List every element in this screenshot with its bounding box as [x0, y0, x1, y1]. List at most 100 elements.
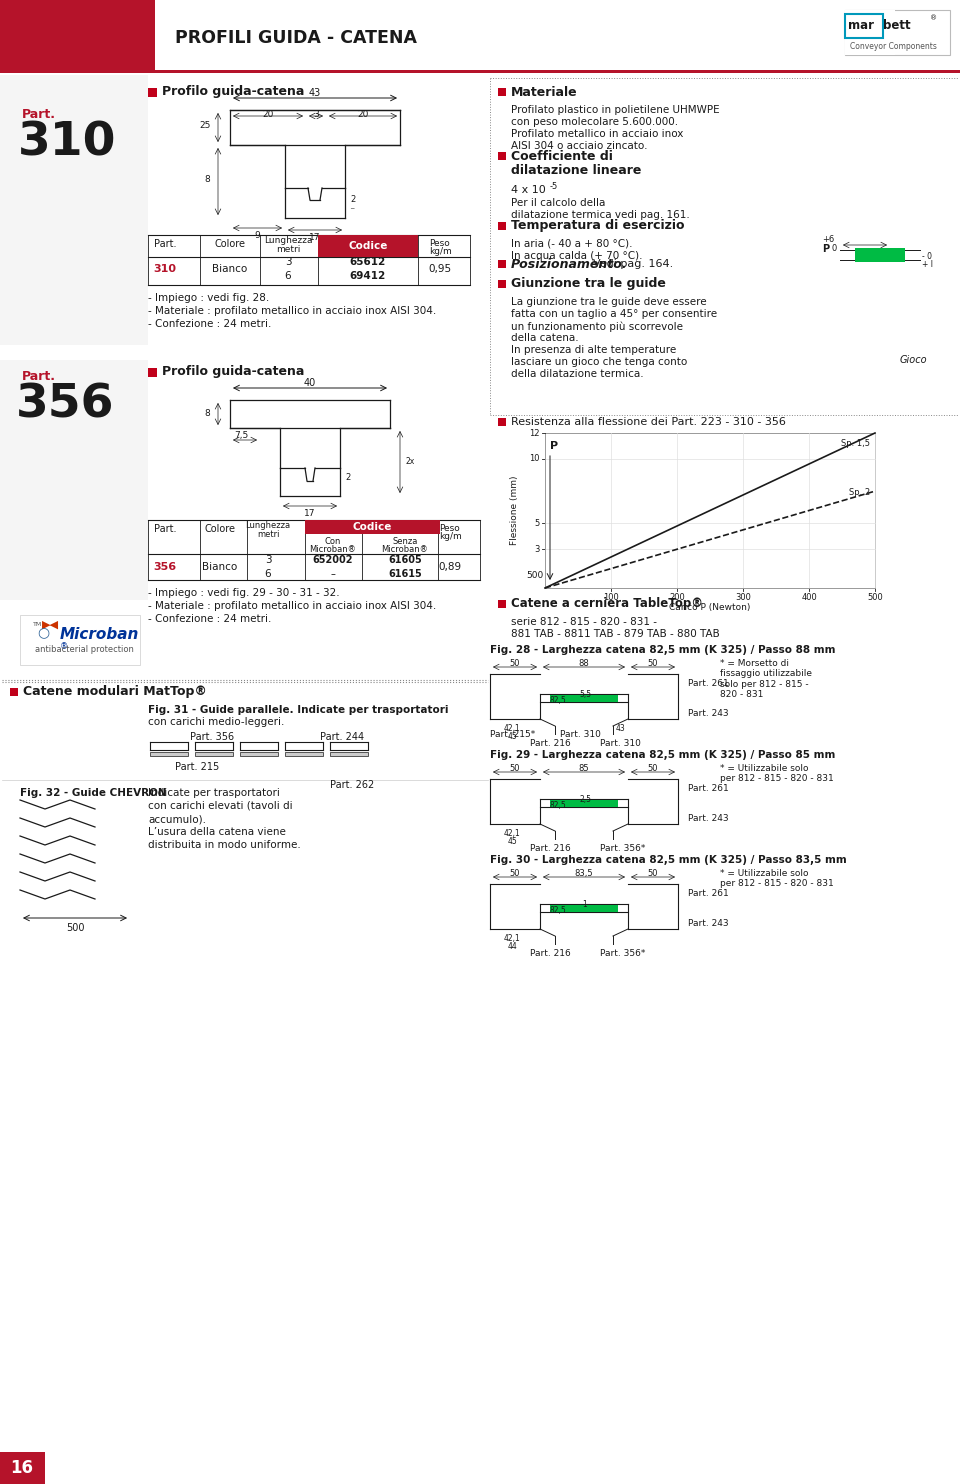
- Text: Fig. 31 - Guide parallele. Indicate per trasportatori: Fig. 31 - Guide parallele. Indicate per …: [148, 705, 448, 715]
- Bar: [550, 800, 618, 807]
- Text: 500: 500: [65, 923, 84, 933]
- Text: Catene modulari MatTop®: Catene modulari MatTop®: [23, 686, 206, 699]
- Text: Flessione (mm): Flessione (mm): [511, 476, 519, 545]
- Text: In presenza di alte temperature: In presenza di alte temperature: [511, 344, 676, 355]
- Text: dilatazione lineare: dilatazione lineare: [511, 163, 641, 177]
- Text: Peso: Peso: [440, 524, 461, 533]
- Text: 65612: 65612: [349, 257, 386, 267]
- Text: Lunghezza: Lunghezza: [264, 236, 312, 245]
- Bar: [148, 368, 157, 377]
- Text: metri: metri: [276, 245, 300, 254]
- Text: 45: 45: [507, 837, 516, 846]
- Text: 61615: 61615: [388, 568, 421, 579]
- Text: con peso molecolare 5.600.000.: con peso molecolare 5.600.000.: [511, 117, 678, 128]
- Text: - Impiego : vedi fig. 28.: - Impiego : vedi fig. 28.: [148, 292, 269, 303]
- Text: - Materiale : profilato metallico in acciaio inox AISI 304.: - Materiale : profilato metallico in acc…: [148, 306, 436, 316]
- Bar: [498, 600, 506, 608]
- Text: P: P: [822, 243, 829, 254]
- Text: 17: 17: [309, 233, 321, 242]
- Text: Carico P (Newton): Carico P (Newton): [669, 603, 751, 611]
- Bar: [305, 519, 440, 534]
- Text: 310: 310: [18, 120, 116, 165]
- Text: 85: 85: [579, 764, 589, 773]
- Text: Part.: Part.: [154, 239, 177, 249]
- Text: 100: 100: [603, 594, 619, 603]
- Text: 0: 0: [832, 243, 837, 252]
- Text: 17: 17: [304, 509, 316, 518]
- Text: 0,89: 0,89: [439, 562, 462, 571]
- Text: 20: 20: [357, 110, 369, 119]
- Text: 50: 50: [510, 764, 520, 773]
- Text: La giunzione tra le guide deve essere: La giunzione tra le guide deve essere: [511, 297, 707, 307]
- Text: 50: 50: [648, 764, 659, 773]
- Text: 4 x 10: 4 x 10: [511, 186, 545, 194]
- Bar: [855, 248, 905, 263]
- Text: * = Morsetto di
fissaggio utilizzabile
solo per 812 - 815 -
820 - 831: * = Morsetto di fissaggio utilizzabile s…: [720, 659, 812, 699]
- Text: ®: ®: [60, 643, 68, 651]
- Text: 652002: 652002: [313, 555, 353, 565]
- Text: Coefficiente di: Coefficiente di: [511, 150, 612, 163]
- Bar: [150, 752, 188, 755]
- Text: con carichi elevati (tavoli di: con carichi elevati (tavoli di: [148, 801, 293, 810]
- Text: Resistenza alla flessione dei Part. 223 - 310 - 356: Resistenza alla flessione dei Part. 223 …: [511, 417, 786, 427]
- Text: Part. 261: Part. 261: [688, 680, 729, 689]
- Text: metri: metri: [256, 530, 279, 539]
- Text: 8: 8: [204, 175, 210, 184]
- Text: 45: 45: [507, 732, 516, 741]
- Text: 6: 6: [265, 568, 272, 579]
- Text: - Confezione : 24 metri.: - Confezione : 24 metri.: [148, 319, 272, 329]
- Text: Part. 262: Part. 262: [330, 781, 374, 789]
- Text: 3: 3: [535, 545, 540, 554]
- Text: 43: 43: [309, 88, 322, 98]
- Bar: [845, 13, 883, 39]
- Text: * = Utilizzabile solo
per 812 - 815 - 820 - 831: * = Utilizzabile solo per 812 - 815 - 82…: [720, 870, 833, 889]
- Text: PROFILI GUIDA - CATENA: PROFILI GUIDA - CATENA: [175, 30, 417, 47]
- Text: Part. 216: Part. 216: [530, 844, 571, 853]
- Bar: [330, 752, 368, 755]
- Text: 3: 3: [285, 257, 291, 267]
- Bar: [550, 695, 618, 702]
- Text: Bianco: Bianco: [203, 562, 238, 571]
- Text: 356: 356: [16, 383, 114, 427]
- Bar: [498, 418, 506, 426]
- Text: Temperatura di esercizio: Temperatura di esercizio: [511, 220, 684, 233]
- Text: 61605: 61605: [388, 555, 421, 565]
- Text: ®: ®: [930, 15, 937, 21]
- Text: fatta con un taglio a 45° per consentire: fatta con un taglio a 45° per consentire: [511, 309, 717, 319]
- Text: Profilo guida-catena: Profilo guida-catena: [162, 85, 304, 98]
- Text: Part. 261: Part. 261: [688, 784, 729, 792]
- Text: 44: 44: [507, 942, 516, 951]
- Text: antibacterial protection: antibacterial protection: [35, 646, 133, 654]
- Text: 88: 88: [579, 659, 589, 668]
- Text: Posizionamento.: Posizionamento.: [511, 258, 628, 270]
- Text: TM: TM: [33, 622, 42, 628]
- Text: kg/m: kg/m: [439, 531, 462, 542]
- Text: Per il calcolo della: Per il calcolo della: [511, 197, 606, 208]
- Text: kg/m: kg/m: [428, 246, 451, 257]
- Bar: [10, 689, 18, 696]
- Text: Sp. 1,5: Sp. 1,5: [841, 439, 870, 448]
- Text: Colore: Colore: [214, 239, 246, 249]
- Text: Giunzione tra le guide: Giunzione tra le guide: [511, 278, 666, 291]
- Bar: [0, 76, 148, 344]
- Text: 2,5: 2,5: [579, 795, 591, 804]
- Text: 50: 50: [648, 870, 659, 879]
- Bar: [845, 10, 895, 55]
- Text: Fig. 30 - Larghezza catena 82,5 mm (K 325) / Passo 83,5 mm: Fig. 30 - Larghezza catena 82,5 mm (K 32…: [490, 855, 847, 865]
- Text: Part. 243: Part. 243: [688, 815, 729, 824]
- Text: 1: 1: [583, 899, 588, 910]
- Text: 42,1: 42,1: [504, 830, 520, 838]
- Text: 12: 12: [530, 429, 540, 438]
- Text: Fig. 28 - Larghezza catena 82,5 mm (K 325) / Passo 88 mm: Fig. 28 - Larghezza catena 82,5 mm (K 32…: [490, 646, 835, 654]
- Text: 25: 25: [200, 122, 210, 131]
- Text: Part. 310: Part. 310: [600, 739, 641, 748]
- Bar: [498, 223, 506, 230]
- Text: 10: 10: [530, 454, 540, 463]
- Text: Fig. 32 - Guide CHEVRON: Fig. 32 - Guide CHEVRON: [20, 788, 167, 798]
- Text: dilatazione termica vedi pag. 161.: dilatazione termica vedi pag. 161.: [511, 211, 689, 220]
- Text: 82,5: 82,5: [550, 801, 566, 810]
- Text: 69412: 69412: [349, 272, 386, 280]
- Text: 500: 500: [867, 594, 883, 603]
- Text: 20: 20: [262, 110, 274, 119]
- Text: Part. 356*: Part. 356*: [600, 844, 645, 853]
